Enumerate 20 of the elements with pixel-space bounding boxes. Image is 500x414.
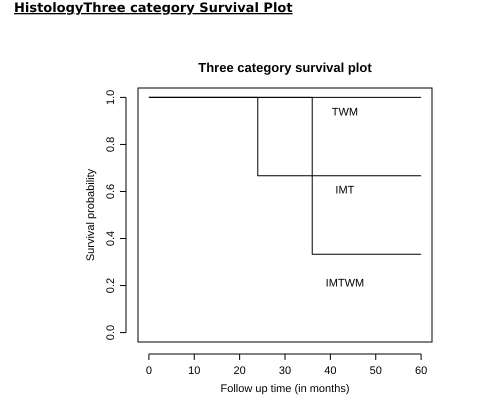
series-label: IMT — [335, 184, 355, 197]
x-tick-label: 0 — [146, 365, 152, 377]
series-label: TWM — [332, 106, 358, 118]
y-tick-label: 0.4 — [105, 230, 117, 246]
y-tick-label: 0.6 — [105, 184, 117, 200]
x-tick-label: 30 — [278, 365, 292, 377]
chart-title: HistologyThree category Survival Plot — [14, 1, 293, 16]
x-axis-title: Follow up time (in months) — [220, 383, 350, 395]
chart-subtitle: Three category survival plot — [198, 60, 372, 75]
x-tick-label: 20 — [234, 365, 246, 377]
y-tick-label: 0.8 — [105, 136, 117, 152]
y-tick-label: 0.2 — [105, 278, 117, 294]
y-tick-label: 0.0 — [105, 324, 117, 340]
text: IMTWM — [326, 277, 364, 290]
x-tick-label: 50 — [370, 365, 382, 377]
y-tick-label: 1.0 — [105, 90, 117, 106]
x-tick-label: 10 — [188, 365, 200, 377]
x-tick-label: 40 — [324, 365, 336, 377]
y-axis-title: Survival probability — [85, 168, 97, 262]
x-tick-label: 60 — [414, 365, 428, 377]
